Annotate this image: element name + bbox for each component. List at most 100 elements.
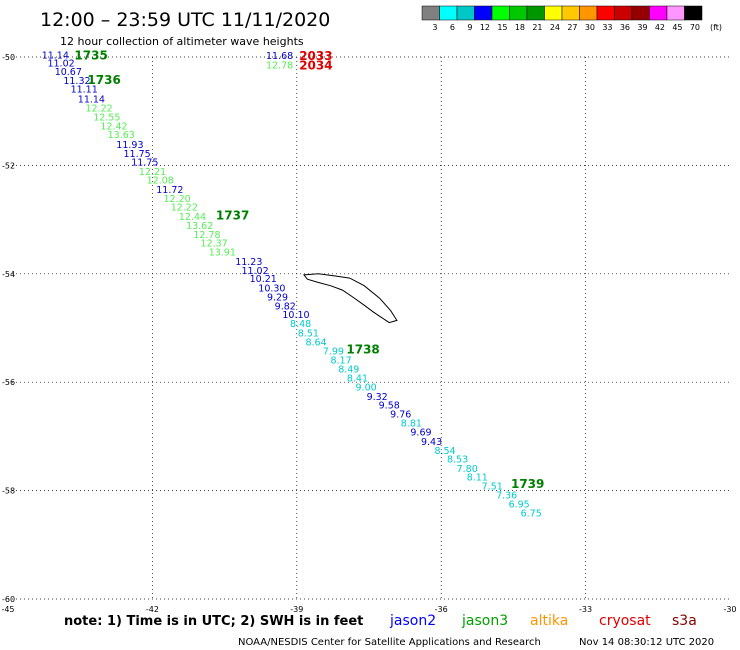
x-tick-label: -33 [579,605,592,614]
y-tick-label: -56 [2,378,15,387]
legend-label: 12 [480,23,490,32]
legend-swatch [579,5,598,21]
wave-height-label: 8.54 [434,446,455,457]
wave-height-label: 8.11 [467,473,488,484]
wave-height-label: 13.63 [108,130,135,141]
wave-height-label: 12.22 [85,103,112,114]
wave-height-label: 12.37 [201,238,228,249]
wave-height-label: 11.02 [241,266,268,277]
legend-label: 39 [637,23,647,32]
legend-swatch [631,5,650,21]
legend-swatch [649,5,668,21]
wave-height-label: 11.11 [71,85,98,96]
pass-number-label: 2033 [299,49,332,63]
wave-height-label: 12.08 [147,176,174,187]
wave-height-label: 10.21 [250,274,277,285]
wave-height-label: 9.00 [356,383,377,394]
wave-height-label: 8.49 [338,365,359,376]
footer-timestamp: Nov 14 08:30:12 UTC 2020 [579,637,714,648]
legend-label: 27 [567,23,577,32]
satellite-name: jason2 [389,613,436,629]
wave-height-label: 11.75 [131,158,158,169]
legend-unit: (ft) [710,23,722,32]
legend-swatch [456,5,475,21]
legend-swatch [526,5,545,21]
legend-swatch [614,5,633,21]
legend-label: 9 [467,23,472,32]
wave-height-label: 7.51 [482,481,503,492]
wave-height-label: 8.17 [330,356,351,367]
legend-label: 15 [497,23,507,32]
wave-height-label: 9.82 [275,301,296,312]
x-tick-label: -36 [435,605,448,614]
legend-label: 21 [532,23,542,32]
wave-height-label: 11.14 [78,94,105,105]
legend-swatch [596,5,615,21]
wave-height-label: 11.72 [156,185,183,196]
pass-number-label: 1739 [511,477,544,491]
grid-lines [8,56,730,600]
legend-label: 30 [585,23,595,32]
wave-height-label: 12.20 [163,194,190,205]
pass-number-label: 2034 [299,59,332,73]
legend-swatch [439,5,458,21]
legend-swatch [421,5,440,21]
y-tick-label: -54 [2,270,15,279]
legend-swatch [684,5,703,21]
wave-height-label: 12.78 [193,230,220,241]
wave-height-label: 13.62 [186,221,213,232]
satellite-name: jason3 [461,613,508,629]
wave-height-label: 8.48 [290,319,311,330]
wave-height-label: 13.91 [209,248,236,259]
pass-number-label: 1737 [216,208,249,222]
data-points: 11.1411.0210.6711.3211.1111.1412.2212.55… [42,50,542,519]
wave-height-label: 11.02 [47,59,74,70]
x-tick-label: -45 [1,605,14,614]
legend-swatch [544,5,563,21]
wave-height-label: 8.53 [447,455,468,466]
axis-ticks: -45 -42 -39 -36 -33 -30 -50 -52 -54 -56 -58 -60 [1,53,736,614]
wave-height-label: 11.23 [235,257,262,268]
wave-height-label: 11.14 [42,50,69,61]
wave-height-label: 10.30 [258,283,285,294]
pass-number-label: 1735 [74,48,107,62]
y-tick-label: -52 [2,161,15,170]
y-tick-label: -60 [2,595,15,604]
legend-label: 45 [672,23,682,32]
wave-height-label: 8.51 [298,328,319,339]
y-tick-label: -58 [2,487,15,496]
wave-height-label: 8.64 [305,338,326,349]
legend-label: 3 [432,23,437,32]
legend-label: 42 [655,23,665,32]
wave-height-label: 7.80 [457,464,478,475]
satellite-legend: jason2 jason3 altika cryosat s3a [389,613,697,629]
footer-credit: NOAA/NESDIS Center for Satellite Applica… [238,637,541,648]
footer-note: note: 1) Time is in UTC; 2) SWH is in fe… [64,614,363,629]
wave-height-label: 9.69 [410,428,431,439]
legend-label: 36 [620,23,630,32]
legend-label: 6 [450,23,455,32]
wave-height-label: 7.36 [496,490,517,501]
wave-height-label: 10.67 [55,67,82,78]
wave-height-label: 11.93 [116,140,143,151]
legend-label: 33 [602,23,612,32]
satellite-name: altika [530,613,568,629]
legend-label: 18 [515,23,525,32]
legend-swatch [666,5,685,21]
wave-height-label: 9.43 [421,437,442,448]
chart-title: 12:00 – 23:59 UTC 11/11/2020 [40,9,330,31]
x-tick-label: -30 [723,605,736,614]
wave-height-label: 8.41 [347,373,368,384]
legend-label: 24 [550,23,560,32]
wave-height-label: 9.58 [379,401,400,412]
wave-height-label: 7.99 [323,346,344,357]
wave-height-label: 9.32 [367,392,388,403]
chart-subtitle: 12 hour collection of altimeter wave hei… [60,35,304,48]
legend-swatch [509,5,528,21]
legend-swatch [491,5,510,21]
wave-height-label: 12.21 [139,167,166,178]
y-tick-label: -50 [2,53,15,62]
legend-label: 70 [690,23,700,32]
pass-number-label: 1738 [346,343,379,357]
